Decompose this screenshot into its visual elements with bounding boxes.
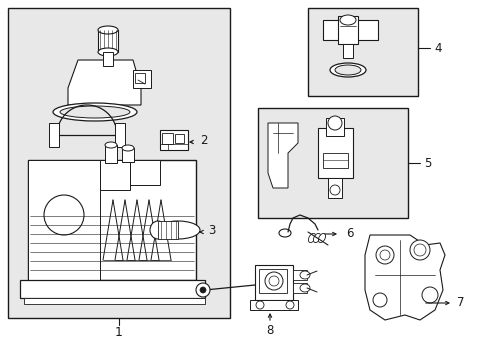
Bar: [130, 160, 160, 185]
Bar: [325, 118, 343, 136]
Ellipse shape: [409, 240, 429, 260]
Bar: [100, 160, 130, 190]
Bar: [249, 300, 297, 310]
Bar: [342, 44, 352, 58]
Bar: [135, 73, 145, 83]
Ellipse shape: [98, 26, 118, 34]
Ellipse shape: [44, 195, 84, 235]
Bar: [254, 265, 292, 300]
Ellipse shape: [53, 103, 137, 121]
Ellipse shape: [98, 48, 118, 56]
Ellipse shape: [285, 301, 293, 309]
Bar: [337, 16, 357, 44]
Polygon shape: [364, 235, 444, 320]
Bar: [8, 8, 229, 318]
Ellipse shape: [329, 185, 339, 195]
Bar: [105, 145, 117, 163]
Bar: [307, 8, 417, 96]
Ellipse shape: [318, 233, 325, 243]
Ellipse shape: [279, 229, 290, 237]
Ellipse shape: [60, 106, 130, 118]
Ellipse shape: [308, 233, 315, 243]
Bar: [323, 153, 347, 168]
Ellipse shape: [413, 244, 425, 256]
Text: 4: 4: [433, 41, 441, 54]
Bar: [49, 123, 59, 147]
Bar: [160, 130, 187, 150]
Bar: [258, 108, 407, 218]
Ellipse shape: [375, 246, 393, 264]
Ellipse shape: [196, 283, 209, 297]
Text: 3: 3: [208, 224, 215, 237]
Bar: [162, 133, 173, 144]
Bar: [158, 221, 178, 239]
Bar: [28, 160, 196, 280]
Ellipse shape: [264, 272, 283, 290]
Ellipse shape: [256, 301, 264, 309]
Ellipse shape: [150, 221, 165, 239]
Bar: [259, 269, 286, 293]
Ellipse shape: [299, 284, 309, 292]
Bar: [327, 178, 341, 198]
Bar: [323, 20, 377, 40]
Bar: [175, 134, 183, 143]
Bar: [98, 30, 118, 52]
Bar: [28, 160, 100, 280]
Ellipse shape: [156, 221, 200, 239]
Bar: [317, 128, 352, 178]
Text: 8: 8: [266, 324, 273, 338]
Bar: [20, 280, 204, 298]
Text: 5: 5: [424, 157, 431, 170]
Bar: [122, 148, 134, 162]
Ellipse shape: [268, 276, 279, 286]
Text: 6: 6: [346, 226, 353, 239]
Ellipse shape: [339, 15, 355, 25]
Polygon shape: [267, 123, 297, 188]
Ellipse shape: [122, 145, 134, 151]
Ellipse shape: [372, 293, 386, 307]
Ellipse shape: [327, 116, 341, 130]
Ellipse shape: [421, 287, 437, 303]
Bar: [24, 298, 204, 304]
Bar: [103, 52, 113, 66]
Text: 2: 2: [200, 134, 207, 147]
Ellipse shape: [334, 65, 360, 75]
Bar: [133, 70, 151, 88]
Ellipse shape: [329, 63, 365, 77]
Polygon shape: [68, 60, 141, 105]
Bar: [292, 270, 306, 280]
Text: 7: 7: [456, 297, 464, 310]
Ellipse shape: [313, 233, 320, 243]
Ellipse shape: [379, 250, 389, 260]
Ellipse shape: [105, 142, 117, 148]
Ellipse shape: [200, 287, 205, 293]
Bar: [115, 123, 125, 147]
Ellipse shape: [299, 271, 309, 279]
Text: 1: 1: [115, 327, 122, 339]
Bar: [292, 283, 306, 293]
